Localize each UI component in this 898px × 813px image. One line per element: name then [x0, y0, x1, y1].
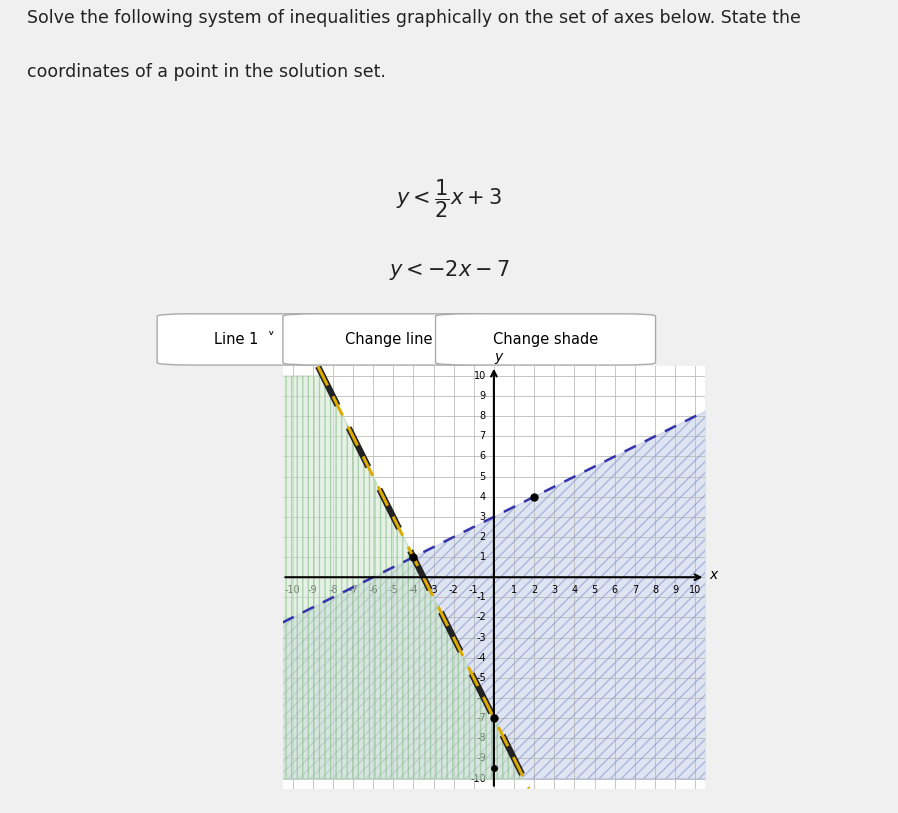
Text: 9: 9 [480, 391, 486, 401]
Text: -8: -8 [476, 733, 486, 743]
FancyBboxPatch shape [436, 314, 656, 365]
Text: -10: -10 [285, 585, 301, 595]
Text: -2: -2 [449, 585, 459, 595]
Text: 6: 6 [612, 585, 618, 595]
Text: 4: 4 [480, 492, 486, 502]
Text: -3: -3 [428, 585, 438, 595]
Text: 3: 3 [551, 585, 558, 595]
Text: -9: -9 [476, 754, 486, 763]
Text: 10: 10 [473, 371, 486, 381]
Text: -6: -6 [476, 693, 486, 703]
Text: -10: -10 [470, 773, 486, 784]
Text: -5: -5 [388, 585, 398, 595]
Text: -4: -4 [476, 653, 486, 663]
Text: Change line: Change line [345, 332, 432, 347]
Text: -7: -7 [476, 713, 486, 723]
Text: 5: 5 [592, 585, 598, 595]
Text: 10: 10 [689, 585, 701, 595]
Text: -8: -8 [328, 585, 338, 595]
FancyBboxPatch shape [283, 314, 494, 365]
Text: 3: 3 [480, 512, 486, 522]
Text: 8: 8 [480, 411, 486, 421]
Text: -7: -7 [348, 585, 358, 595]
Text: $y < -2x - 7$: $y < -2x - 7$ [389, 258, 509, 282]
Text: 9: 9 [672, 585, 678, 595]
Text: 8: 8 [652, 585, 658, 595]
Text: x: x [709, 568, 718, 582]
Text: 6: 6 [480, 451, 486, 462]
Text: 7: 7 [631, 585, 638, 595]
Text: -1: -1 [476, 593, 486, 602]
Text: -2: -2 [476, 612, 486, 623]
Text: Change shade: Change shade [493, 332, 598, 347]
Text: coordinates of a point in the solution set.: coordinates of a point in the solution s… [27, 63, 386, 80]
Text: -6: -6 [368, 585, 378, 595]
Text: 2: 2 [531, 585, 537, 595]
Text: 1: 1 [511, 585, 517, 595]
Text: 2: 2 [480, 532, 486, 542]
Text: -9: -9 [308, 585, 318, 595]
Text: $y < \dfrac{1}{2}x + 3$: $y < \dfrac{1}{2}x + 3$ [396, 177, 502, 220]
Text: y: y [495, 350, 503, 364]
Text: Line 1  ˅: Line 1 ˅ [215, 332, 275, 347]
Text: 5: 5 [480, 472, 486, 481]
Text: -3: -3 [476, 633, 486, 642]
FancyBboxPatch shape [157, 314, 332, 365]
Text: Solve the following system of inequalities graphically on the set of axes below.: Solve the following system of inequaliti… [27, 9, 801, 27]
Text: -5: -5 [476, 673, 486, 683]
Text: 4: 4 [571, 585, 577, 595]
Text: -1: -1 [469, 585, 479, 595]
Text: 1: 1 [480, 552, 486, 562]
Text: -4: -4 [409, 585, 418, 595]
Text: 7: 7 [480, 432, 486, 441]
